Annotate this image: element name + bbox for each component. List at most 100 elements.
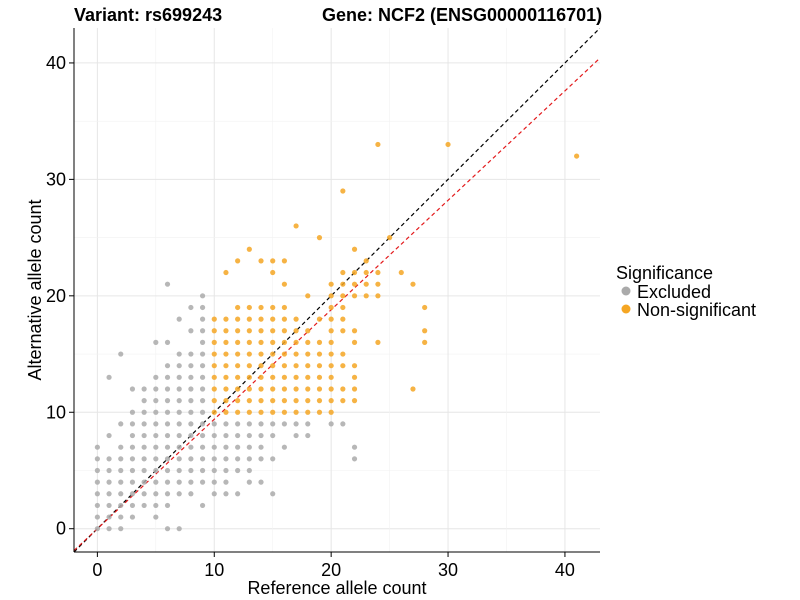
- point-excluded: [258, 456, 264, 462]
- point-non-significant: [328, 409, 334, 415]
- x-tick-label: 40: [555, 560, 575, 580]
- point-non-significant: [223, 339, 229, 345]
- x-tick-label: 10: [204, 560, 224, 580]
- point-non-significant: [281, 398, 287, 404]
- point-excluded: [223, 456, 229, 462]
- point-excluded: [270, 456, 276, 462]
- point-excluded: [118, 467, 124, 474]
- point-excluded: [164, 444, 171, 450]
- point-non-significant: [293, 409, 299, 415]
- point-excluded: [281, 444, 287, 450]
- y-tick-label: 20: [46, 286, 66, 306]
- point-excluded: [199, 363, 206, 369]
- point-non-significant: [305, 409, 311, 415]
- point-excluded: [199, 339, 206, 345]
- x-tick-label: 0: [92, 560, 102, 580]
- point-excluded: [176, 316, 182, 322]
- point-excluded: [211, 421, 217, 427]
- point-excluded: [129, 479, 136, 485]
- point-excluded: [235, 456, 241, 462]
- point-excluded: [153, 432, 159, 439]
- point-excluded: [270, 421, 276, 427]
- point-excluded: [141, 421, 147, 427]
- point-excluded: [153, 491, 159, 497]
- point-excluded: [141, 432, 147, 439]
- point-excluded: [141, 467, 147, 474]
- point-non-significant: [258, 339, 264, 345]
- point-excluded: [106, 467, 112, 474]
- point-non-significant: [246, 409, 252, 415]
- point-excluded: [188, 328, 194, 334]
- point-non-significant: [305, 363, 311, 369]
- point-non-significant: [270, 409, 276, 415]
- point-non-significant: [305, 351, 311, 357]
- point-excluded: [270, 491, 276, 497]
- point-excluded: [164, 502, 171, 509]
- point-excluded: [176, 374, 182, 380]
- point-non-significant: [211, 409, 217, 415]
- point-non-significant: [328, 328, 334, 334]
- point-excluded: [188, 386, 194, 392]
- point-non-significant: [316, 339, 323, 345]
- point-excluded: [188, 444, 194, 450]
- y-axis-title: Alternative allele count: [25, 199, 45, 380]
- point-excluded: [164, 281, 171, 287]
- point-non-significant: [410, 386, 416, 392]
- x-tick-label: 20: [321, 560, 341, 580]
- point-non-significant: [246, 328, 252, 334]
- point-non-significant: [235, 339, 241, 345]
- point-non-significant: [316, 374, 323, 380]
- point-non-significant: [211, 398, 217, 404]
- point-excluded: [211, 456, 217, 462]
- point-excluded: [199, 351, 206, 357]
- chart-title-right: Gene: NCF2 (ENSG00000116701): [322, 5, 602, 25]
- point-non-significant: [211, 374, 217, 380]
- y-tick-label: 0: [56, 519, 66, 539]
- point-excluded: [176, 386, 182, 392]
- point-non-significant: [258, 316, 264, 322]
- point-non-significant: [270, 304, 276, 311]
- point-non-significant: [305, 398, 311, 404]
- point-excluded: [188, 409, 194, 415]
- point-non-significant: [258, 351, 264, 357]
- point-excluded: [188, 398, 194, 404]
- point-non-significant: [293, 363, 299, 369]
- point-excluded: [153, 467, 159, 474]
- point-excluded: [293, 432, 299, 439]
- point-non-significant: [235, 398, 241, 404]
- point-excluded: [328, 421, 334, 427]
- point-excluded: [176, 398, 182, 404]
- point-excluded: [188, 363, 194, 369]
- point-excluded: [164, 456, 171, 462]
- point-excluded: [258, 479, 264, 485]
- point-excluded: [199, 316, 206, 322]
- point-excluded: [305, 421, 311, 427]
- point-excluded: [164, 363, 171, 369]
- point-excluded: [188, 421, 194, 427]
- point-non-significant: [235, 386, 241, 392]
- point-non-significant: [270, 258, 276, 264]
- point-non-significant: [293, 223, 299, 229]
- point-excluded: [153, 479, 159, 485]
- point-non-significant: [246, 339, 252, 345]
- point-non-significant: [340, 304, 346, 311]
- point-non-significant: [281, 304, 287, 311]
- point-non-significant: [270, 339, 276, 345]
- point-excluded: [199, 374, 206, 380]
- point-non-significant: [328, 351, 334, 357]
- point-excluded: [188, 304, 194, 311]
- point-excluded: [199, 421, 206, 427]
- point-non-significant: [281, 328, 287, 334]
- point-non-significant: [293, 398, 299, 404]
- point-excluded: [211, 479, 217, 485]
- point-non-significant: [328, 386, 334, 392]
- point-non-significant: [258, 328, 264, 334]
- fit-line: [74, 57, 600, 552]
- point-excluded: [118, 491, 124, 497]
- point-excluded: [199, 328, 206, 334]
- point-non-significant: [211, 328, 217, 334]
- point-excluded: [164, 339, 171, 345]
- point-excluded: [199, 293, 206, 299]
- point-excluded: [199, 386, 206, 392]
- point-excluded: [305, 432, 311, 439]
